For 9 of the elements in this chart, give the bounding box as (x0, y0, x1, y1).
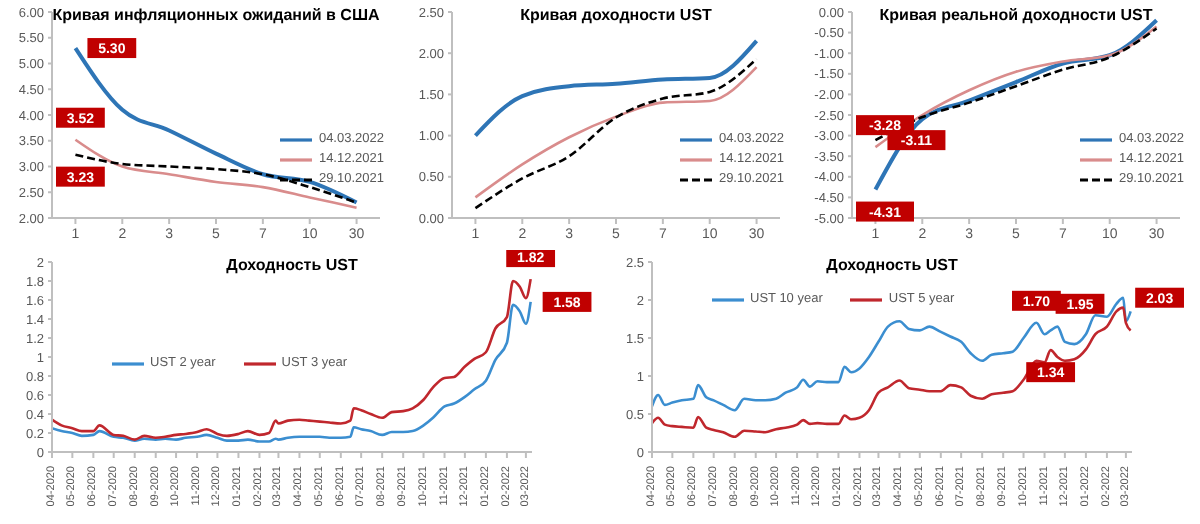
chart-title: Кривая инфляционных ожиданий в США (52, 6, 380, 24)
line-series (52, 300, 532, 443)
line-series (52, 277, 532, 441)
line-series (652, 306, 1132, 439)
chart-title: Доходность UST (824, 256, 960, 274)
chart-title: Доходность UST (226, 256, 358, 274)
line-series (652, 296, 1132, 412)
chart-title: Кривая реальной доходности UST (877, 6, 1155, 24)
chart-title: Кривая доходности UST (518, 6, 714, 24)
